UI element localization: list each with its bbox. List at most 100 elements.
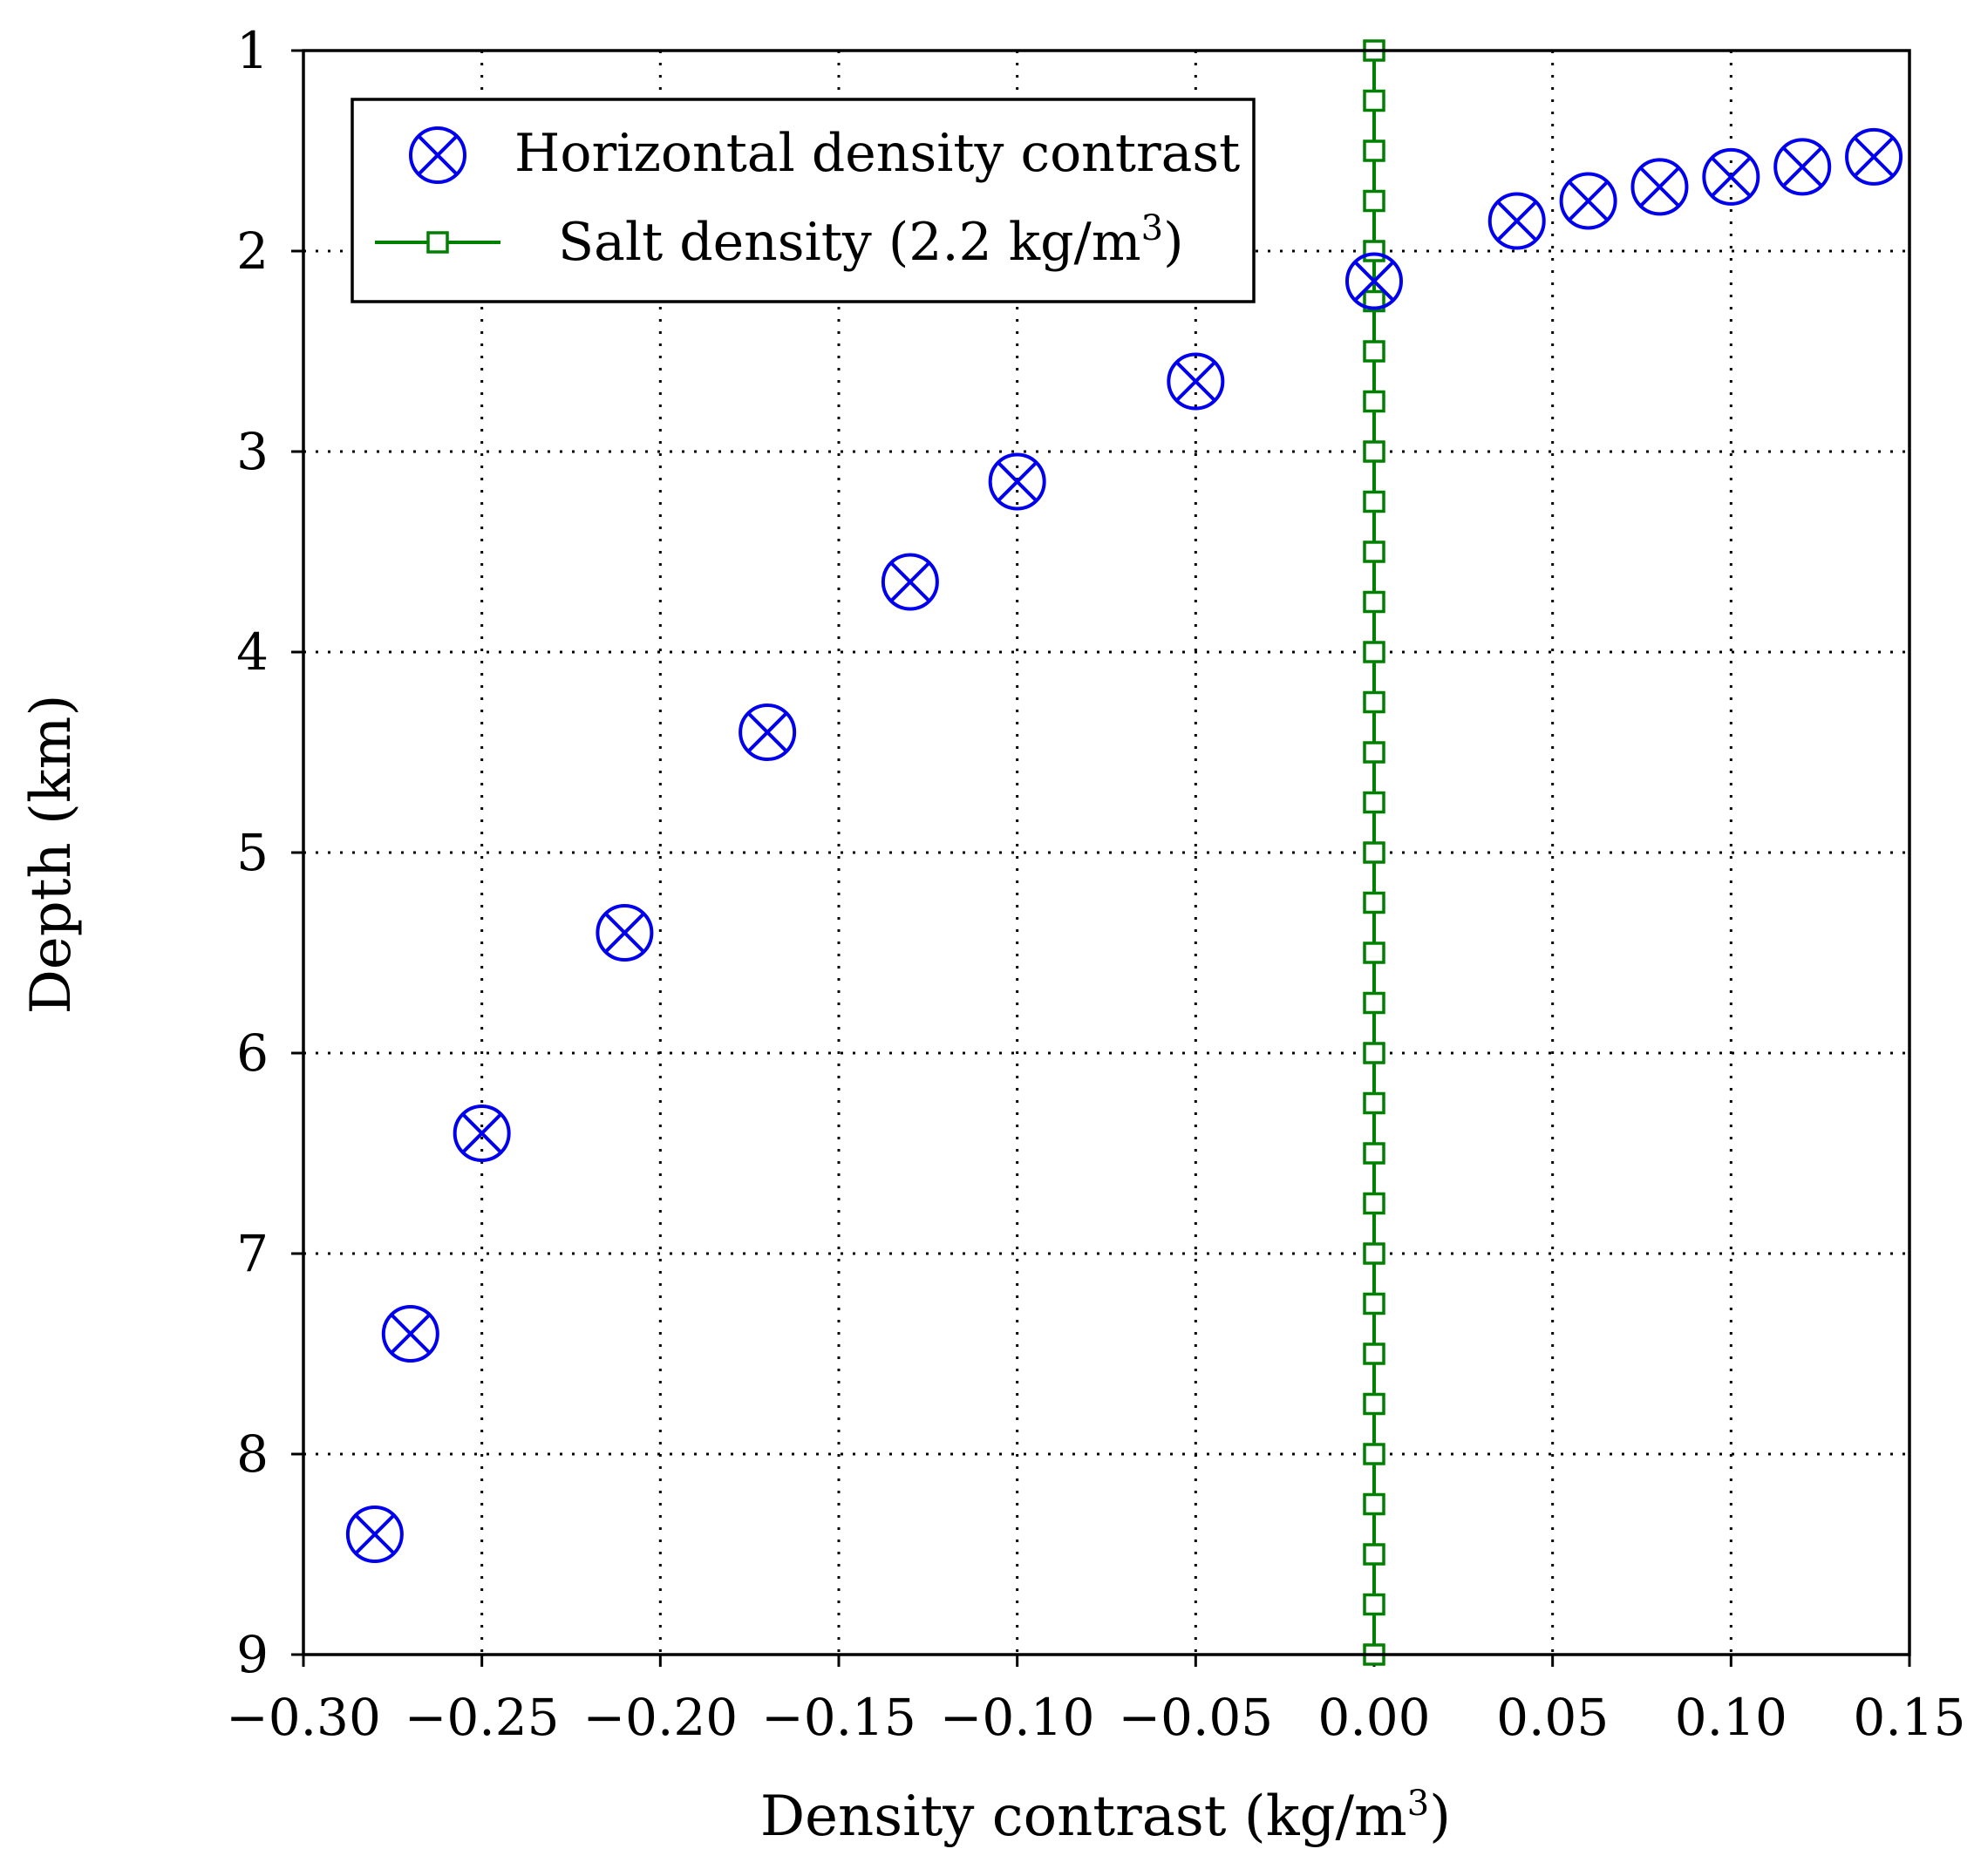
x-tick-label: 0.00 — [1317, 1688, 1430, 1747]
axis-ticks — [291, 49, 1911, 1667]
salt-density-point — [1363, 1242, 1385, 1265]
horizontal-density-point — [345, 1506, 404, 1563]
horizontal-density-point — [739, 704, 797, 761]
series-salt-density — [1363, 39, 1385, 1666]
marker-circle — [409, 126, 466, 184]
salt-density-point — [1363, 440, 1385, 463]
legend-box — [351, 98, 1256, 303]
x-tick-label: 0.15 — [1853, 1688, 1965, 1747]
y-tick-label: 5 — [236, 823, 269, 882]
salt-density-point — [1363, 1292, 1385, 1315]
horizontal-density-point — [1773, 138, 1832, 196]
salt-density-point — [1363, 1443, 1385, 1465]
salt-density-point — [1363, 1593, 1385, 1616]
x-tick-label: −0.05 — [1118, 1688, 1273, 1747]
horizontal-density-point — [453, 1105, 511, 1162]
marker-cross-b — [1353, 261, 1395, 302]
marker-cross-b — [354, 1513, 396, 1555]
marker-circle — [1630, 158, 1689, 216]
legend-circle-x — [409, 126, 466, 184]
legend-label-salt-text: Salt density (2.2 kg/m — [558, 212, 1141, 273]
salt-density-point — [1363, 189, 1385, 213]
horizontal-density-point — [1702, 147, 1760, 206]
marker-circle — [988, 452, 1046, 511]
series-horizontal-density-contrast — [345, 127, 1903, 1563]
marker-circle — [1487, 192, 1546, 250]
salt-density-point — [1363, 590, 1385, 614]
marker-cross-b — [461, 1112, 503, 1154]
salt-density-point — [1363, 891, 1385, 914]
salt-density-point — [1363, 1091, 1385, 1115]
marker-cross-b — [889, 561, 931, 602]
salt-density-point — [1363, 139, 1385, 162]
marker-circle — [1845, 127, 1903, 186]
y-axis-title: Depth (km) — [19, 695, 84, 1015]
marker-cross-b — [1710, 156, 1752, 198]
marker-cross-b — [1781, 146, 1823, 187]
marker-circle — [739, 704, 797, 761]
plot-frame — [302, 49, 1911, 1656]
horizontal-density-point — [381, 1305, 439, 1363]
legend-label-salt-close: ) — [1163, 212, 1183, 273]
marker-circle — [1167, 352, 1225, 411]
legend: Horizontal density contrast Salt density… — [351, 98, 1256, 303]
horizontal-density-point — [1630, 158, 1689, 216]
x-tick-label: 0.05 — [1496, 1688, 1609, 1747]
salt-density-point — [1363, 1492, 1385, 1516]
salt-density-point — [1363, 1392, 1385, 1416]
salt-density-point — [1363, 1543, 1385, 1566]
x-axis-title-close: ) — [1429, 1784, 1451, 1849]
legend-label-salt: Salt density (2.2 kg/m3) — [558, 208, 1184, 273]
legend-label-horizontal: Horizontal density contrast — [514, 123, 1240, 184]
salt-density-point — [1363, 540, 1385, 563]
x-tick-label: −0.25 — [405, 1688, 560, 1747]
y-tick-labels: 1 2 3 4 5 6 7 8 9 — [236, 21, 269, 1684]
y-tick-label: 2 — [236, 221, 269, 281]
y-tick-label: 7 — [236, 1224, 269, 1283]
marker-circle — [381, 1305, 439, 1363]
marker-cross-b — [390, 1313, 432, 1355]
horizontal-density-point — [1559, 172, 1617, 230]
salt-density-point — [1363, 1342, 1385, 1365]
horizontal-density-point — [881, 553, 939, 611]
horizontal-density-point — [596, 904, 654, 962]
marker-cross-b — [1568, 180, 1609, 221]
legend-label-salt-sup: 3 — [1141, 208, 1163, 248]
legend-marker-square-line — [375, 231, 500, 254]
salt-density-point — [1363, 1042, 1385, 1064]
marker-circle — [596, 904, 654, 962]
y-tick-label: 6 — [236, 1023, 269, 1083]
salt-density-point — [1363, 340, 1385, 363]
x-tick-label: −0.30 — [226, 1688, 381, 1747]
salt-density-point — [1363, 289, 1385, 313]
horizontal-density-point — [1845, 127, 1903, 186]
x-tick-label: −0.15 — [761, 1688, 916, 1747]
salt-density-point — [1363, 941, 1385, 964]
marker-circle — [1559, 172, 1617, 230]
marker-cross-b — [1174, 361, 1216, 402]
marker-cross-b — [417, 134, 459, 176]
marker-cross-b — [604, 912, 645, 954]
x-axis-title-text: Density contrast (kg/m — [760, 1784, 1407, 1849]
marker-circle — [1345, 252, 1403, 310]
horizontal-density-point — [1487, 192, 1546, 250]
x-tick-label: −0.10 — [940, 1688, 1095, 1747]
marker-circle — [1702, 147, 1760, 206]
salt-density-point — [1363, 240, 1385, 262]
salt-density-point — [1363, 1142, 1385, 1165]
horizontal-density-point — [1167, 352, 1225, 411]
horizontal-density-point — [1345, 252, 1403, 310]
y-tick-label: 4 — [236, 622, 269, 682]
salt-density-point — [1363, 390, 1385, 413]
x-tick-labels: −0.30 −0.25 −0.20 −0.15 −0.10 −0.05 0.00 0.05 0.… — [226, 1688, 1965, 1747]
marker-cross-b — [746, 711, 788, 753]
marker-circle — [453, 1105, 511, 1162]
salt-density-point — [1363, 991, 1385, 1015]
salt-density-point — [1363, 89, 1385, 112]
marker-circle — [1773, 138, 1832, 196]
salt-density-point — [1363, 1192, 1385, 1215]
marker-cross-b — [997, 461, 1038, 502]
x-axis-title: Density contrast (kg/m3) — [760, 1784, 1451, 1849]
y-tick-label: 3 — [236, 422, 269, 481]
y-tick-label: 1 — [236, 21, 269, 80]
